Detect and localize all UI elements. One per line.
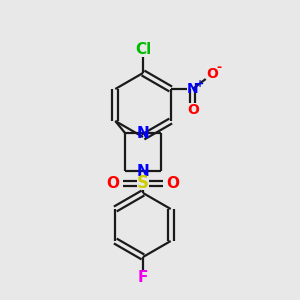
Text: O: O — [187, 103, 199, 117]
Text: S: S — [137, 174, 149, 192]
Text: Cl: Cl — [135, 43, 151, 58]
Text: N: N — [136, 125, 149, 140]
Text: O: O — [167, 176, 179, 190]
Text: N: N — [136, 164, 149, 178]
Text: F: F — [138, 271, 148, 286]
Text: O: O — [206, 67, 218, 81]
Text: O: O — [106, 176, 119, 190]
Text: N: N — [187, 82, 199, 96]
Text: +: + — [196, 79, 204, 89]
Text: -: - — [216, 61, 221, 74]
